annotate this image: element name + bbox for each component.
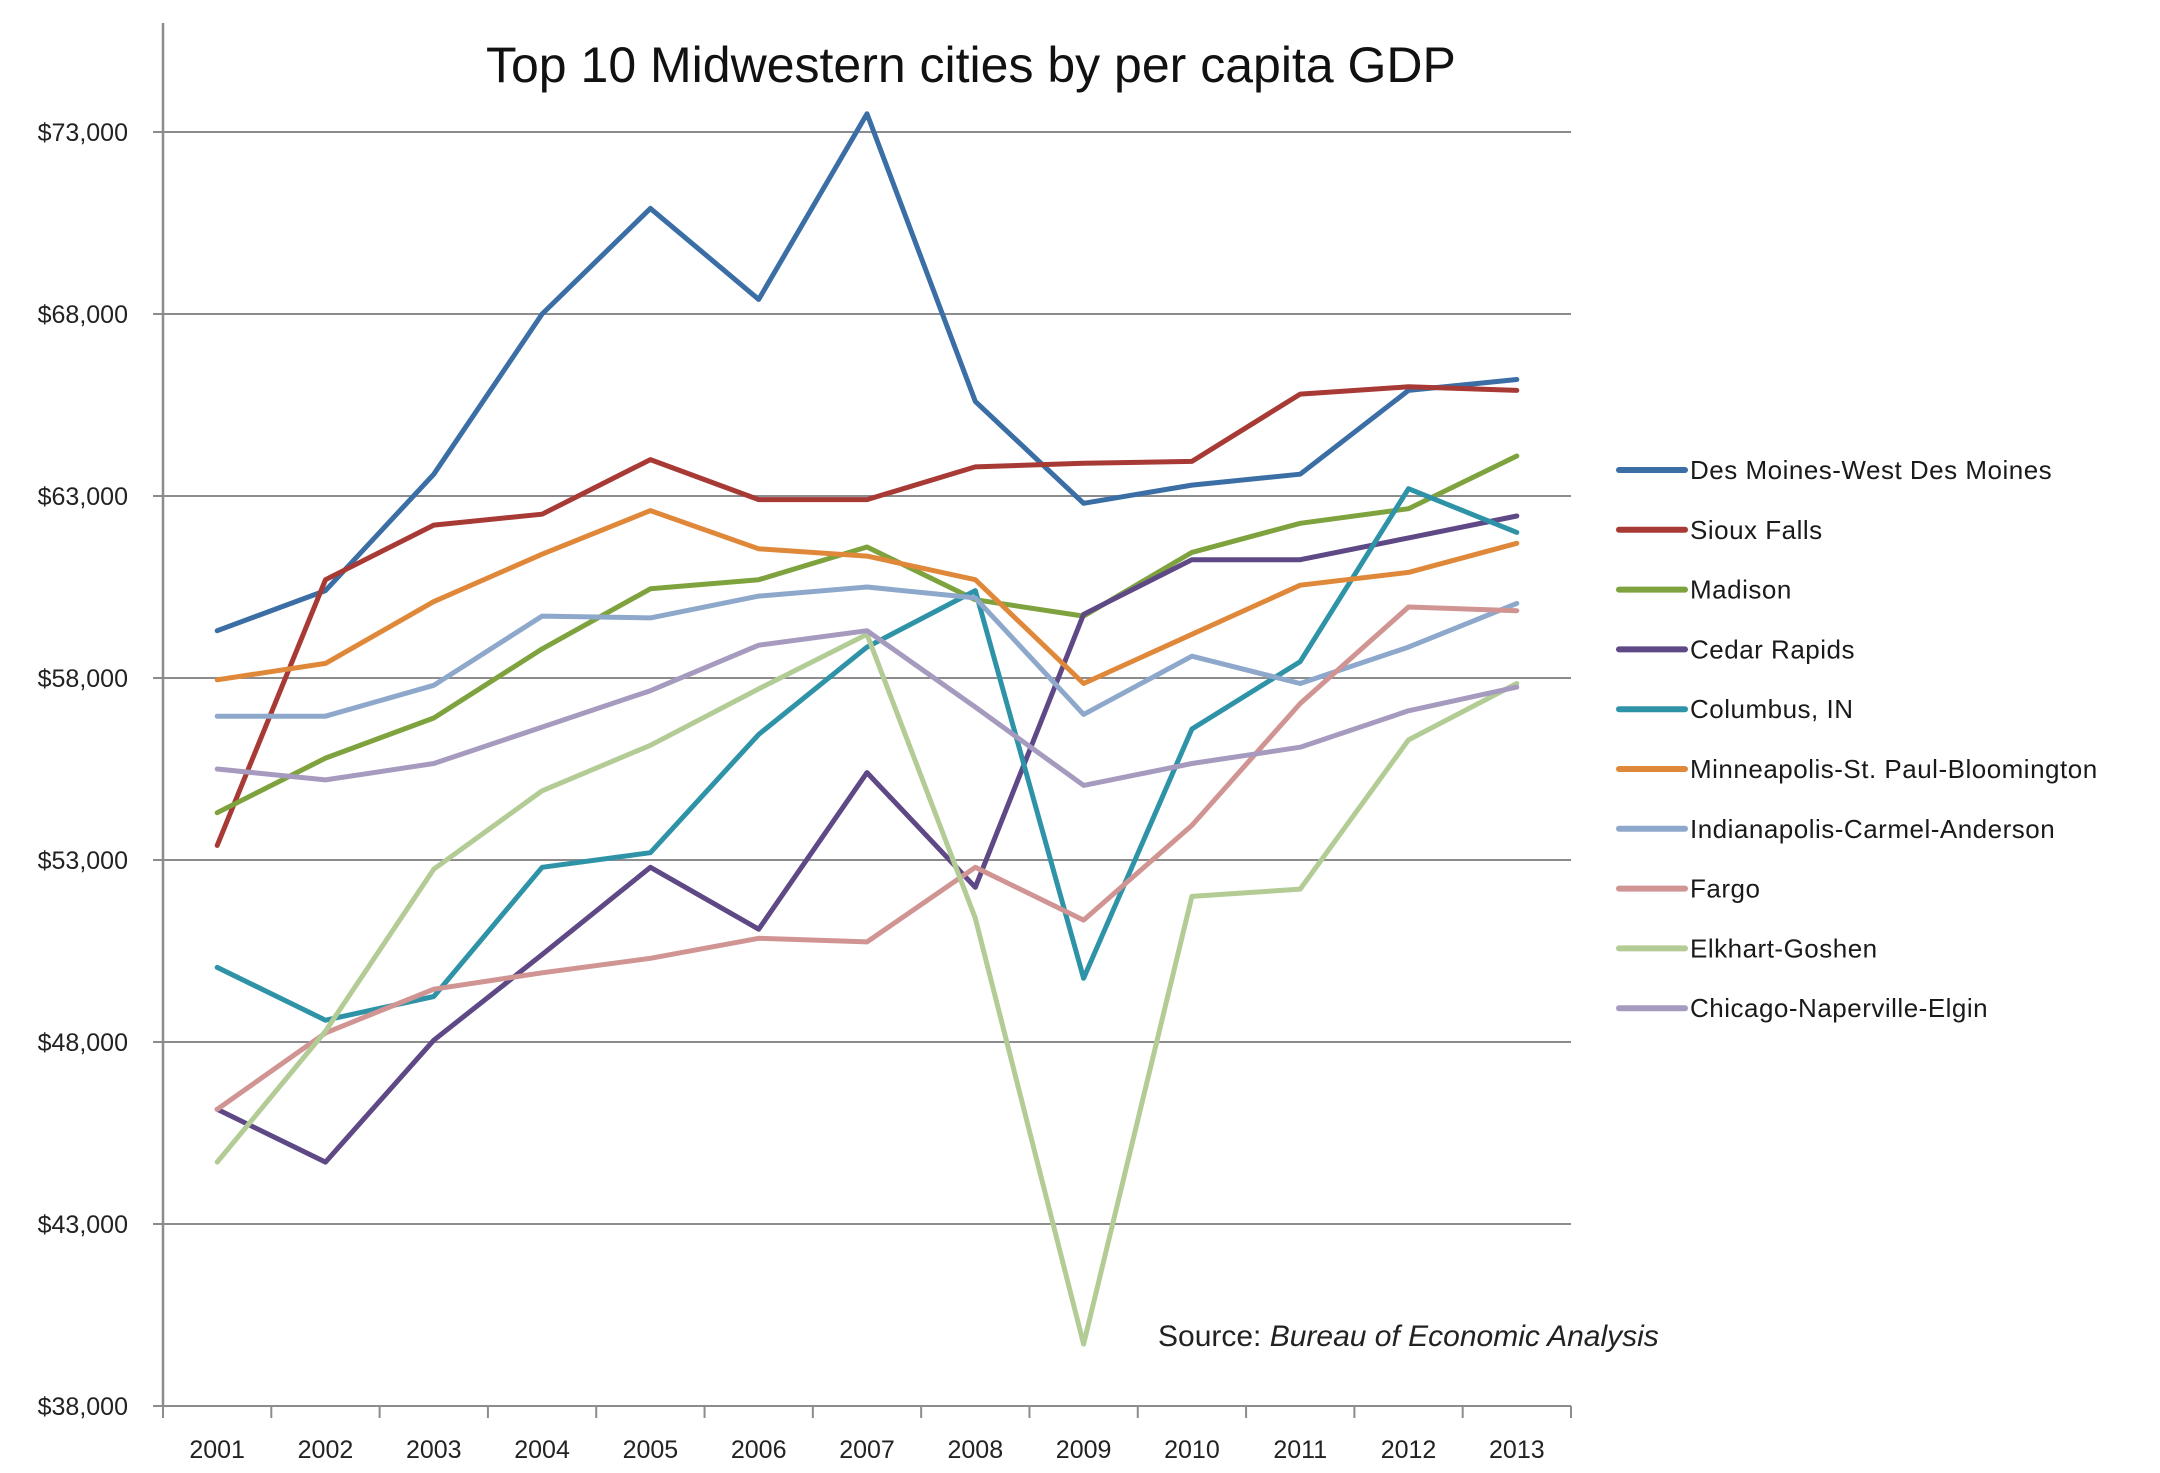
series-cedar-rapids: [214, 513, 1520, 1165]
x-tick-label: 2013: [1489, 1436, 1545, 1464]
legend: Des Moines-West Des Moines Sioux Falls Mad…: [1616, 455, 2098, 1023]
legend-item: Sioux Falls: [1616, 515, 1823, 545]
y-tick-label: $58,000: [38, 665, 128, 693]
series-elkhart-goshen: [214, 631, 1520, 1347]
source-name: Bureau of Economic Analysis: [1270, 1320, 1659, 1353]
legend-item: Des Moines-West Des Moines: [1616, 455, 2052, 485]
legend-item: Elkhart-Goshen: [1616, 933, 1878, 963]
x-tick-label: 2012: [1381, 1436, 1437, 1464]
source-prefix: Source:: [1158, 1320, 1270, 1353]
legend-label: Elkhart-Goshen: [1690, 933, 1878, 963]
legend-label: Madison: [1690, 575, 1792, 605]
series-line-madison: [214, 453, 1520, 816]
x-tick-label: 2006: [731, 1436, 787, 1464]
series-line-chicago-naperville-elgin: [214, 628, 1520, 788]
legend-item: Madison: [1616, 575, 1792, 605]
series-line-sioux-falls: [214, 384, 1520, 848]
series-line-cedar-rapids: [214, 513, 1520, 1165]
x-tick-label: 2004: [514, 1436, 570, 1464]
series-line-minneapolis-st-paul-bloomington: [214, 508, 1520, 686]
gridlines: [153, 131, 1571, 1407]
x-tick-label: 2001: [189, 1436, 245, 1464]
series-chicago-naperville-elgin: [214, 628, 1520, 788]
x-tick-label: 2009: [1056, 1436, 1112, 1464]
y-tick-label: $43,000: [38, 1211, 128, 1239]
x-tick-label: 2007: [839, 1436, 895, 1464]
y-axis-tick-labels: $38,000 $43,000 $48,000 $53,000 $58,000 $63,0…: [38, 119, 128, 1421]
x-tick-label: 2010: [1164, 1436, 1220, 1464]
series-indianapolis-carmel-anderson: [214, 584, 1520, 719]
legend-label: Indianapolis-Carmel-Anderson: [1690, 814, 2055, 844]
series-columbus-in: [214, 486, 1520, 1023]
legend-label: Sioux Falls: [1690, 515, 1823, 545]
source-note: Source: Bureau of Economic Analysis: [1158, 1320, 1659, 1353]
y-tick-label: $73,000: [38, 119, 128, 147]
series-line-elkhart-goshen: [214, 631, 1520, 1347]
legend-label: Minneapolis-St. Paul-Bloomington: [1690, 754, 2098, 784]
series-line-columbus-in: [214, 486, 1520, 1023]
series-lines: [214, 111, 1520, 1347]
series-line-indianapolis-carmel-anderson: [214, 584, 1520, 719]
x-tick-label: 2003: [406, 1436, 462, 1464]
y-tick-label: $63,000: [38, 483, 128, 511]
y-tick-label: $38,000: [38, 1393, 128, 1421]
y-tick-label: $48,000: [38, 1029, 128, 1057]
legend-label: Columbus, IN: [1690, 694, 1854, 724]
legend-item: Chicago-Naperville-Elgin: [1616, 993, 1988, 1023]
x-tick-label: 2008: [947, 1436, 1003, 1464]
x-axis-tick-labels: 2001 2002 2003 2004 2005 2006 2007 2008 2009 2010…: [162, 1406, 1572, 1464]
chart-title: Top 10 Midwestern cities by per capita G…: [486, 37, 1456, 93]
y-tick-label: $68,000: [38, 301, 128, 329]
legend-item: Fargo: [1616, 874, 1760, 904]
legend-item: Columbus, IN: [1616, 694, 1854, 724]
legend-label: Fargo: [1690, 874, 1760, 904]
legend-label: Des Moines-West Des Moines: [1690, 455, 2052, 485]
x-tick-label: 2011: [1273, 1436, 1327, 1464]
legend-item: Minneapolis-St. Paul-Bloomington: [1616, 754, 2098, 784]
x-tick-label: 2002: [298, 1436, 354, 1464]
legend-label: Cedar Rapids: [1690, 634, 1855, 664]
legend-label: Chicago-Naperville-Elgin: [1690, 993, 1988, 1023]
x-tick-label: 2005: [623, 1436, 679, 1464]
series-sioux-falls: [214, 384, 1520, 848]
series-des-moines-west-des-moines: [214, 111, 1520, 634]
legend-item: Indianapolis-Carmel-Anderson: [1616, 814, 2055, 844]
series-minneapolis-st-paul-bloomington: [214, 508, 1520, 686]
y-tick-label: $53,000: [38, 847, 128, 875]
legend-item: Cedar Rapids: [1616, 634, 1855, 664]
